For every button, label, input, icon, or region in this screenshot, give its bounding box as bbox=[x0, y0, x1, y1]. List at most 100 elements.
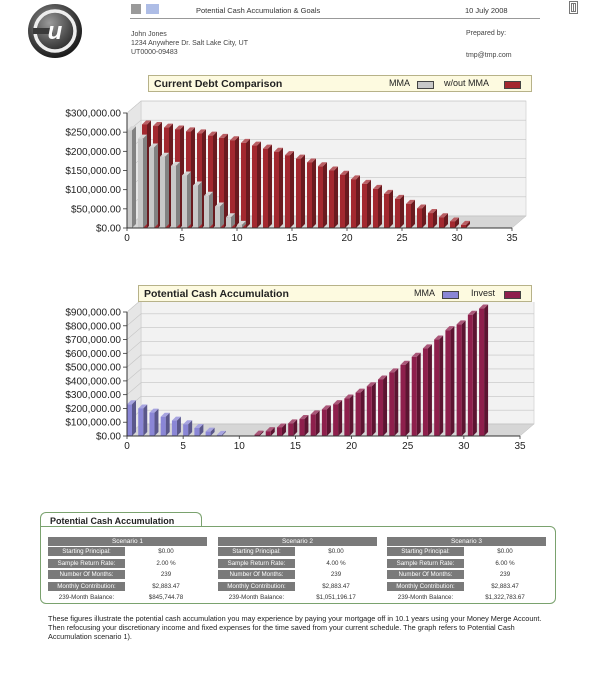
bar bbox=[307, 158, 316, 228]
y-tick-label: $800,000.00 bbox=[65, 321, 121, 332]
cash-accumulation-chart: $0.00 $100,000.00 $200,000.00 $300,000.00 $4… bbox=[65, 302, 535, 452]
y-tick-label: $700,000.00 bbox=[65, 335, 121, 346]
bar bbox=[285, 151, 294, 228]
bar-front bbox=[321, 409, 327, 436]
bar bbox=[193, 181, 202, 228]
bar bbox=[428, 209, 437, 228]
bar-front bbox=[395, 198, 400, 228]
bar-front bbox=[219, 137, 224, 228]
footnote: These figures illustrate the potential c… bbox=[48, 614, 542, 641]
bar-front bbox=[340, 174, 345, 228]
y-tick-label: $100,000.00 bbox=[65, 185, 121, 196]
bar-top bbox=[389, 368, 399, 373]
bar-side bbox=[165, 412, 170, 436]
bar-front bbox=[160, 156, 165, 228]
bar-top bbox=[194, 424, 204, 429]
bar bbox=[395, 194, 404, 228]
row-value: $2,883.47 bbox=[152, 582, 180, 590]
bar-side bbox=[400, 194, 404, 228]
bar-top bbox=[288, 419, 298, 424]
x-tick-label: 30 bbox=[458, 441, 470, 452]
table-row: Starting Principal: $0.00 bbox=[218, 546, 377, 558]
bar-front bbox=[479, 308, 485, 436]
bar-top bbox=[321, 405, 331, 410]
bar bbox=[450, 217, 459, 228]
row-label: Sample Return Rate: bbox=[48, 558, 125, 568]
bar bbox=[329, 166, 338, 228]
bar-front bbox=[204, 195, 209, 228]
bar-front bbox=[160, 416, 166, 436]
bar-top bbox=[149, 143, 158, 148]
bar-top bbox=[434, 335, 444, 340]
bar bbox=[400, 360, 410, 436]
bar bbox=[160, 152, 169, 228]
bar-top bbox=[153, 122, 162, 127]
bar bbox=[422, 344, 432, 436]
x-tick-label: 25 bbox=[402, 441, 414, 452]
chart1-legend-swatch-mma bbox=[417, 81, 434, 89]
y-tick-label: $400,000.00 bbox=[65, 376, 121, 387]
header-square-blue bbox=[146, 4, 159, 14]
bar bbox=[439, 213, 448, 228]
bar-front bbox=[193, 185, 198, 228]
prepared-by-label: Prepared by: bbox=[466, 30, 507, 37]
row-label: Starting Principal: bbox=[48, 547, 125, 557]
bar bbox=[204, 191, 213, 228]
bar-front bbox=[366, 386, 372, 436]
x-tick-label: 0 bbox=[124, 441, 130, 452]
preparer-email[interactable]: tmp@tmp.com bbox=[466, 52, 512, 59]
bar-side bbox=[416, 352, 421, 436]
bar-side bbox=[455, 217, 459, 228]
bar-front bbox=[318, 166, 323, 228]
bar-side bbox=[484, 304, 489, 436]
bar bbox=[138, 134, 147, 228]
client-id: UT0000-09483 bbox=[131, 49, 178, 56]
bar-top bbox=[160, 412, 170, 417]
bar-side bbox=[221, 430, 226, 436]
bar-front bbox=[194, 428, 200, 436]
bar-top bbox=[384, 189, 393, 194]
y-tick-label: $150,000.00 bbox=[65, 166, 121, 177]
row-value: $0.00 bbox=[497, 548, 513, 556]
x-tick-label: 25 bbox=[396, 233, 408, 244]
table-row: 239-Month Balance: $1,051,196.17 bbox=[218, 592, 377, 604]
bar-front bbox=[127, 130, 132, 228]
bar-side bbox=[279, 147, 283, 228]
bar bbox=[263, 144, 272, 228]
bar-side bbox=[143, 404, 148, 436]
bar-front bbox=[171, 165, 176, 228]
row-value: 239 bbox=[160, 571, 172, 579]
bar-side bbox=[209, 191, 213, 228]
bar-top bbox=[333, 400, 343, 405]
bar bbox=[373, 184, 382, 228]
row-value: 239 bbox=[499, 571, 511, 579]
bar bbox=[194, 424, 204, 436]
table-row: Monthly Contribution: $2,883.47 bbox=[218, 581, 377, 593]
bar-front bbox=[299, 419, 305, 436]
bar-top bbox=[362, 179, 371, 184]
x-tick-label: 15 bbox=[286, 233, 298, 244]
bar bbox=[276, 423, 286, 436]
chart2-title: Potential Cash Accumulation bbox=[144, 288, 289, 300]
bar-top bbox=[461, 220, 470, 225]
bar-front bbox=[461, 224, 466, 228]
bar bbox=[127, 126, 136, 228]
bar-side bbox=[323, 162, 327, 228]
bar bbox=[241, 138, 250, 228]
chart2-titlebar: Potential Cash Accumulation MMA Invest bbox=[138, 285, 532, 302]
bar-top bbox=[197, 129, 206, 134]
x-tick-label: 5 bbox=[179, 233, 185, 244]
attachment-icon[interactable] bbox=[569, 1, 578, 14]
bar-side bbox=[257, 141, 261, 228]
bar bbox=[171, 161, 180, 228]
row-label: Monthly Contribution: bbox=[218, 581, 295, 591]
bar bbox=[265, 427, 275, 436]
bar-side bbox=[198, 181, 202, 228]
bar-side bbox=[199, 424, 204, 436]
bar-side bbox=[176, 416, 181, 436]
bar-front bbox=[400, 364, 406, 436]
row-value: 239 bbox=[330, 571, 342, 579]
bar-top bbox=[265, 427, 275, 432]
y-tick-label: $200,000.00 bbox=[65, 147, 121, 158]
bar-side bbox=[394, 368, 399, 436]
